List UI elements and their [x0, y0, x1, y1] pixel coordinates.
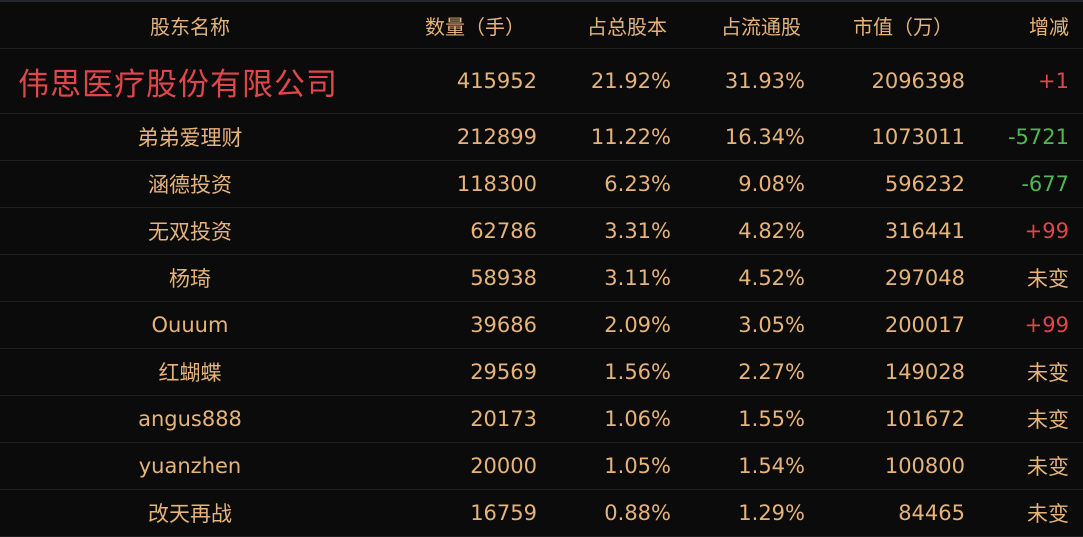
market-value: 2096398: [871, 69, 965, 93]
quantity: 29569: [470, 360, 537, 384]
market-value: 596232: [884, 172, 965, 196]
pct-total: 21.92%: [590, 69, 671, 93]
header-qty[interactable]: 数量（手）: [425, 14, 525, 39]
pct-float: 1.54%: [738, 454, 805, 478]
header-name[interactable]: 股东名称: [150, 14, 230, 39]
pct-float: 1.55%: [738, 407, 805, 431]
shareholder-name: 改天再战: [148, 502, 232, 526]
shareholder-name: yuanzhen: [138, 454, 242, 478]
table-row[interactable]: 弟弟爱理财 212899 11.22% 16.34% 1073011 -5721: [0, 114, 1083, 161]
change: +1: [1038, 69, 1069, 93]
change: -5721: [1007, 125, 1069, 149]
shareholder-name: 红蝴蝶: [158, 361, 222, 385]
change: +99: [1024, 313, 1069, 337]
header-pct-total[interactable]: 占总股本: [587, 14, 667, 39]
shareholder-name: angus888: [138, 407, 242, 431]
table-row[interactable]: 伟思医疗股份有限公司 415952 21.92% 31.93% 2096398 +1: [0, 49, 1083, 114]
shareholder-name: 无双投资: [148, 220, 232, 244]
pct-total: 1.05%: [604, 454, 671, 478]
shareholder-name: 涵德投资: [148, 173, 232, 197]
pct-float: 2.27%: [738, 360, 805, 384]
table-row[interactable]: 改天再战 16759 0.88% 1.29% 84465 未变: [0, 490, 1083, 537]
change: 未变: [1027, 408, 1069, 432]
shareholder-name: 伟思医疗股份有限公司: [18, 66, 338, 103]
quantity: 20000: [470, 454, 537, 478]
pct-total: 3.31%: [604, 219, 671, 243]
quantity: 62786: [470, 219, 537, 243]
header-pct-float[interactable]: 占流通股: [721, 14, 801, 39]
pct-float: 1.29%: [738, 501, 805, 525]
quantity: 39686: [470, 313, 537, 337]
table-row[interactable]: yuanzhen 20000 1.05% 1.54% 100800 未变: [0, 443, 1083, 490]
header-change[interactable]: 增减: [1029, 14, 1069, 39]
change: 未变: [1027, 361, 1069, 385]
pct-float: 31.93%: [724, 69, 805, 93]
change: -677: [1021, 172, 1069, 196]
table-row[interactable]: 杨琦 58938 3.11% 4.52% 297048 未变: [0, 255, 1083, 302]
table-row[interactable]: 红蝴蝶 29569 1.56% 2.27% 149028 未变: [0, 349, 1083, 396]
pct-float: 4.82%: [738, 219, 805, 243]
quantity: 212899: [456, 125, 537, 149]
market-value: 101672: [884, 407, 965, 431]
table-row[interactable]: Ouuum 39686 2.09% 3.05% 200017 +99: [0, 302, 1083, 349]
market-value: 297048: [884, 266, 965, 290]
quantity: 118300: [456, 172, 537, 196]
header-market-value[interactable]: 市值（万）: [853, 14, 953, 39]
pct-total: 3.11%: [604, 266, 671, 290]
pct-total: 11.22%: [590, 125, 671, 149]
market-value: 1073011: [871, 125, 965, 149]
market-value: 316441: [884, 219, 965, 243]
quantity: 58938: [470, 266, 537, 290]
change: 未变: [1027, 455, 1069, 479]
table-header: 股东名称 数量（手） 占总股本 占流通股 市值（万） 增减: [0, 0, 1083, 49]
market-value: 100800: [884, 454, 965, 478]
market-value: 84465: [898, 501, 965, 525]
shareholder-name: 杨琦: [169, 267, 211, 291]
pct-total: 0.88%: [604, 501, 671, 525]
shareholder-name: Ouuum: [151, 313, 229, 337]
table-row[interactable]: 涵德投资 118300 6.23% 9.08% 596232 -677: [0, 161, 1083, 208]
pct-float: 16.34%: [724, 125, 805, 149]
market-value: 200017: [884, 313, 965, 337]
quantity: 20173: [470, 407, 537, 431]
change: 未变: [1027, 267, 1069, 291]
change: +99: [1024, 219, 1069, 243]
quantity: 16759: [470, 501, 537, 525]
pct-total: 2.09%: [604, 313, 671, 337]
quantity: 415952: [456, 69, 537, 93]
pct-float: 9.08%: [738, 172, 805, 196]
pct-total: 1.06%: [604, 407, 671, 431]
pct-float: 4.52%: [738, 266, 805, 290]
shareholder-name: 弟弟爱理财: [137, 126, 243, 150]
market-value: 149028: [884, 360, 965, 384]
table-row[interactable]: 无双投资 62786 3.31% 4.82% 316441 +99: [0, 208, 1083, 255]
pct-total: 6.23%: [604, 172, 671, 196]
pct-float: 3.05%: [738, 313, 805, 337]
table-row[interactable]: angus888 20173 1.06% 1.55% 101672 未变: [0, 396, 1083, 443]
pct-total: 1.56%: [604, 360, 671, 384]
change: 未变: [1027, 502, 1069, 526]
